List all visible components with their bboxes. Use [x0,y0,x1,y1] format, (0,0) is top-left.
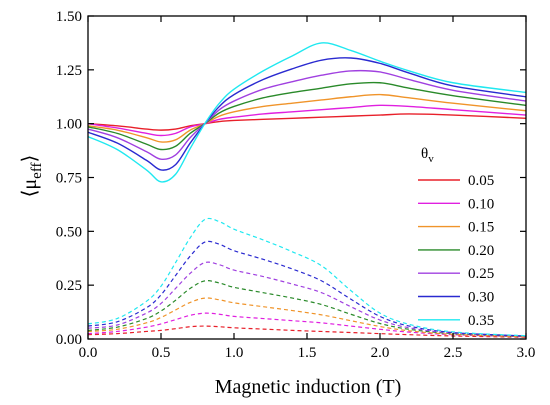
series-line-solid-0.25 [87,69,527,161]
legend-label-0.10: 0.10 [468,196,494,212]
x-tick-label: 0.0 [79,345,98,361]
x-tick-label: 0.5 [152,345,171,361]
legend-label-0.30: 0.30 [468,290,494,306]
series-line-dashed-0.25 [87,261,527,337]
series-line-solid-0.05 [87,113,527,131]
y-tick-label: 0.00 [56,332,82,348]
data-layer [87,42,527,338]
y-tick-label: 1.00 [56,117,82,133]
series-line-dashed-0.15 [87,297,527,338]
y-tick-label: 1.50 [56,9,82,25]
y-axis-title-bracket-right: ⟩ [19,155,41,163]
y-tick-label: 1.25 [56,63,82,79]
series-line-dashed-0.20 [87,280,527,338]
y-axis-title: ⟨μeff⟩ [19,155,45,198]
legend-label-0.35: 0.35 [468,313,494,329]
series-line-dashed-0.05 [87,325,527,338]
y-axis-title-sub: eff [29,162,45,178]
x-axis-title: Magnetic induction (T) [215,376,402,398]
series-line-solid-0.10 [87,104,527,137]
y-tick-label: 0.25 [56,278,82,294]
x-tick-label: 2.5 [444,345,463,361]
series-line-dashed-0.10 [87,312,527,338]
x-tick-label: 2.0 [371,345,390,361]
legend-title: θv [421,146,434,165]
legend-label-0.25: 0.25 [468,266,494,282]
legend-label-0.20: 0.20 [468,243,494,259]
series-line-solid-0.35 [87,42,527,183]
series-line-dashed-0.30 [87,240,527,337]
legend-label-0.05: 0.05 [468,173,494,189]
x-tick-label: 1.5 [298,345,317,361]
series-line-dashed-0.35 [87,217,527,337]
legend: θv 0.05 0.10 0.15 0.20 0.25 0.30 0.35 [418,146,494,329]
x-tick-label: 3.0 [517,345,536,361]
y-tick-label: 0.50 [56,224,82,240]
x-tick-label: 1.0 [225,345,244,361]
series-line-solid-0.20 [87,81,527,151]
axes: 0.0 0.5 1.0 1.5 2.0 2.5 3.0 0.00 0.25 0.50 0.75 1.0… [56,9,536,361]
y-axis-title-bracket-left: ⟨ [19,190,41,198]
y-axis-title-main: μ [19,179,41,190]
series-line-solid-0.15 [87,93,527,143]
legend-label-0.15: 0.15 [468,220,494,236]
series-line-solid-0.30 [87,57,527,171]
y-tick-label: 0.75 [56,171,82,187]
